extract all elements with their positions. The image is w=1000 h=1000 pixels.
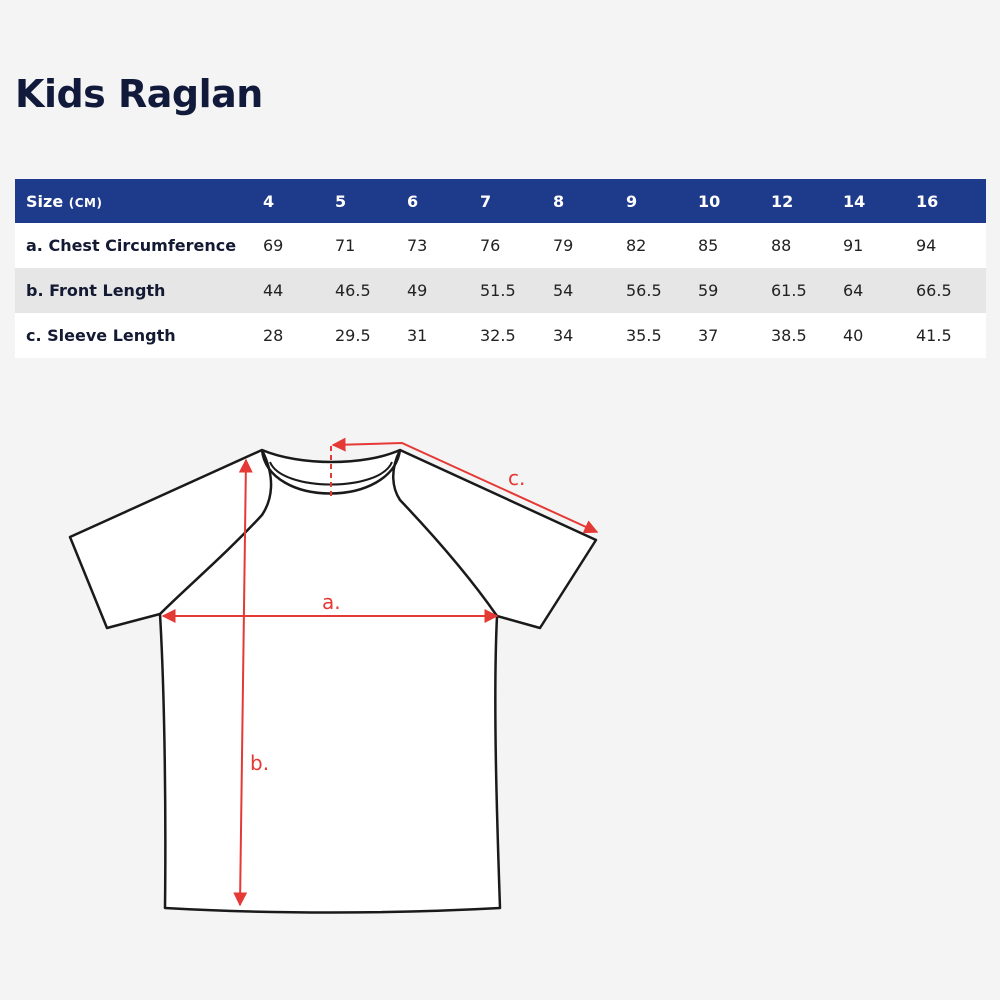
table-cell: 31 xyxy=(407,313,480,358)
table-cell: 38.5 xyxy=(771,313,843,358)
size-column-header: 6 xyxy=(407,179,480,223)
table-cell: 88 xyxy=(771,223,843,268)
table-row-front-length: b. Front Length 44 46.5 49 51.5 54 56.5 … xyxy=(15,268,986,313)
table-row-sleeve-length: c. Sleeve Length 28 29.5 31 32.5 34 35.5… xyxy=(15,313,986,358)
size-header-label: Size xyxy=(26,191,64,211)
row-label: c. Sleeve Length xyxy=(15,313,263,358)
table-header-row: Size (CM) 4 5 6 7 8 9 10 12 14 16 xyxy=(15,179,986,223)
size-column-header: 14 xyxy=(843,179,916,223)
tshirt-body-outline xyxy=(68,448,598,914)
size-column-header: 8 xyxy=(553,179,626,223)
size-column-header: 9 xyxy=(626,179,698,223)
label-c: c. xyxy=(508,466,525,490)
table-cell: 69 xyxy=(263,223,335,268)
size-column-header: 12 xyxy=(771,179,843,223)
table-cell: 41.5 xyxy=(916,313,986,358)
table-cell: 79 xyxy=(553,223,626,268)
table-cell: 91 xyxy=(843,223,916,268)
row-label: b. Front Length xyxy=(15,268,263,313)
size-column-header: 10 xyxy=(698,179,771,223)
table-cell: 59 xyxy=(698,268,771,313)
size-column-header: 4 xyxy=(263,179,335,223)
table-cell: 35.5 xyxy=(626,313,698,358)
raglan-seam-left xyxy=(159,449,273,615)
table-cell: 54 xyxy=(553,268,626,313)
table-cell: 28 xyxy=(263,313,335,358)
table-row-chest: a. Chest Circumference 69 71 73 76 79 82… xyxy=(15,223,986,268)
size-column-header: 5 xyxy=(335,179,407,223)
table-cell: 29.5 xyxy=(335,313,407,358)
table-cell: 66.5 xyxy=(916,268,986,313)
row-label: a. Chest Circumference xyxy=(15,223,263,268)
table-cell: 32.5 xyxy=(480,313,553,358)
page-title: Kids Raglan xyxy=(15,72,263,116)
size-header: Size (CM) xyxy=(15,179,263,223)
table-cell: 94 xyxy=(916,223,986,268)
front-length-arrow xyxy=(233,458,253,907)
table-cell: 40 xyxy=(843,313,916,358)
size-column-header: 7 xyxy=(480,179,553,223)
sleeve-length-arrow xyxy=(331,437,599,534)
table-cell: 85 xyxy=(698,223,771,268)
table-cell: 51.5 xyxy=(480,268,553,313)
table-cell: 46.5 xyxy=(335,268,407,313)
table-cell: 82 xyxy=(626,223,698,268)
label-a: a. xyxy=(322,590,341,614)
table-cell: 61.5 xyxy=(771,268,843,313)
table-cell: 71 xyxy=(335,223,407,268)
table-cell: 34 xyxy=(553,313,626,358)
table-cell: 76 xyxy=(480,223,553,268)
size-header-unit: (CM) xyxy=(68,195,103,210)
table-cell: 37 xyxy=(698,313,771,358)
table-cell: 64 xyxy=(843,268,916,313)
size-column-header: 16 xyxy=(916,179,986,223)
label-b: b. xyxy=(250,751,269,775)
table-cell: 49 xyxy=(407,268,480,313)
size-chart-table: Size (CM) 4 5 6 7 8 9 10 12 14 16 a. Che… xyxy=(15,179,986,358)
table-cell: 44 xyxy=(263,268,335,313)
table-cell: 73 xyxy=(407,223,480,268)
table-cell: 56.5 xyxy=(626,268,698,313)
